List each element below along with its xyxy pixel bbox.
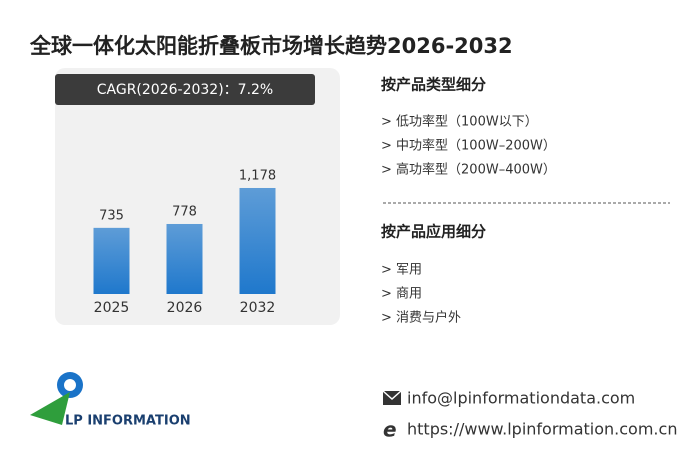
logo-text: LP INFORMATION: [65, 414, 191, 429]
logo-leaf: [30, 392, 70, 425]
cagr-text: CAGR(2026-2032)：7.2%: [97, 82, 273, 98]
segment-title: 按产品类型细分: [381, 76, 486, 94]
title: 全球一体化太阳能折叠板市场增长趋势2026-2032: [29, 34, 513, 58]
value-label: 1,178: [239, 168, 276, 183]
value-label: 735: [99, 208, 124, 223]
logo: LP INFORMATION: [30, 372, 191, 429]
envelope-flap: [382, 390, 402, 401]
email: info@lpinformationdata.com: [407, 389, 635, 408]
segment-item: > 商用: [381, 287, 422, 302]
web-icon: e: [383, 418, 397, 442]
x-tick-label: 2026: [167, 300, 203, 316]
segment-item: > 低功率型（100W以下）: [381, 114, 538, 130]
bar: [166, 223, 203, 294]
bar: [239, 187, 276, 294]
x-tick-label: 2025: [94, 300, 130, 316]
bar: [93, 227, 130, 294]
segment-item: > 军用: [381, 263, 422, 278]
segment-item: > 高功率型（200W–400W）: [381, 162, 556, 178]
segment-item: > 消费与户外: [381, 310, 461, 326]
segment-item: > 中功率型（100W–200W）: [381, 138, 556, 154]
logo-dot: [64, 379, 76, 391]
cagr-box: [55, 74, 315, 105]
email-icon: [382, 390, 402, 405]
segment-title: 按产品应用细分: [381, 223, 486, 241]
website: https://www.lpinformation.com.cn: [407, 420, 677, 439]
x-tick-label: 2032: [240, 300, 276, 316]
value-label: 778: [172, 204, 197, 219]
